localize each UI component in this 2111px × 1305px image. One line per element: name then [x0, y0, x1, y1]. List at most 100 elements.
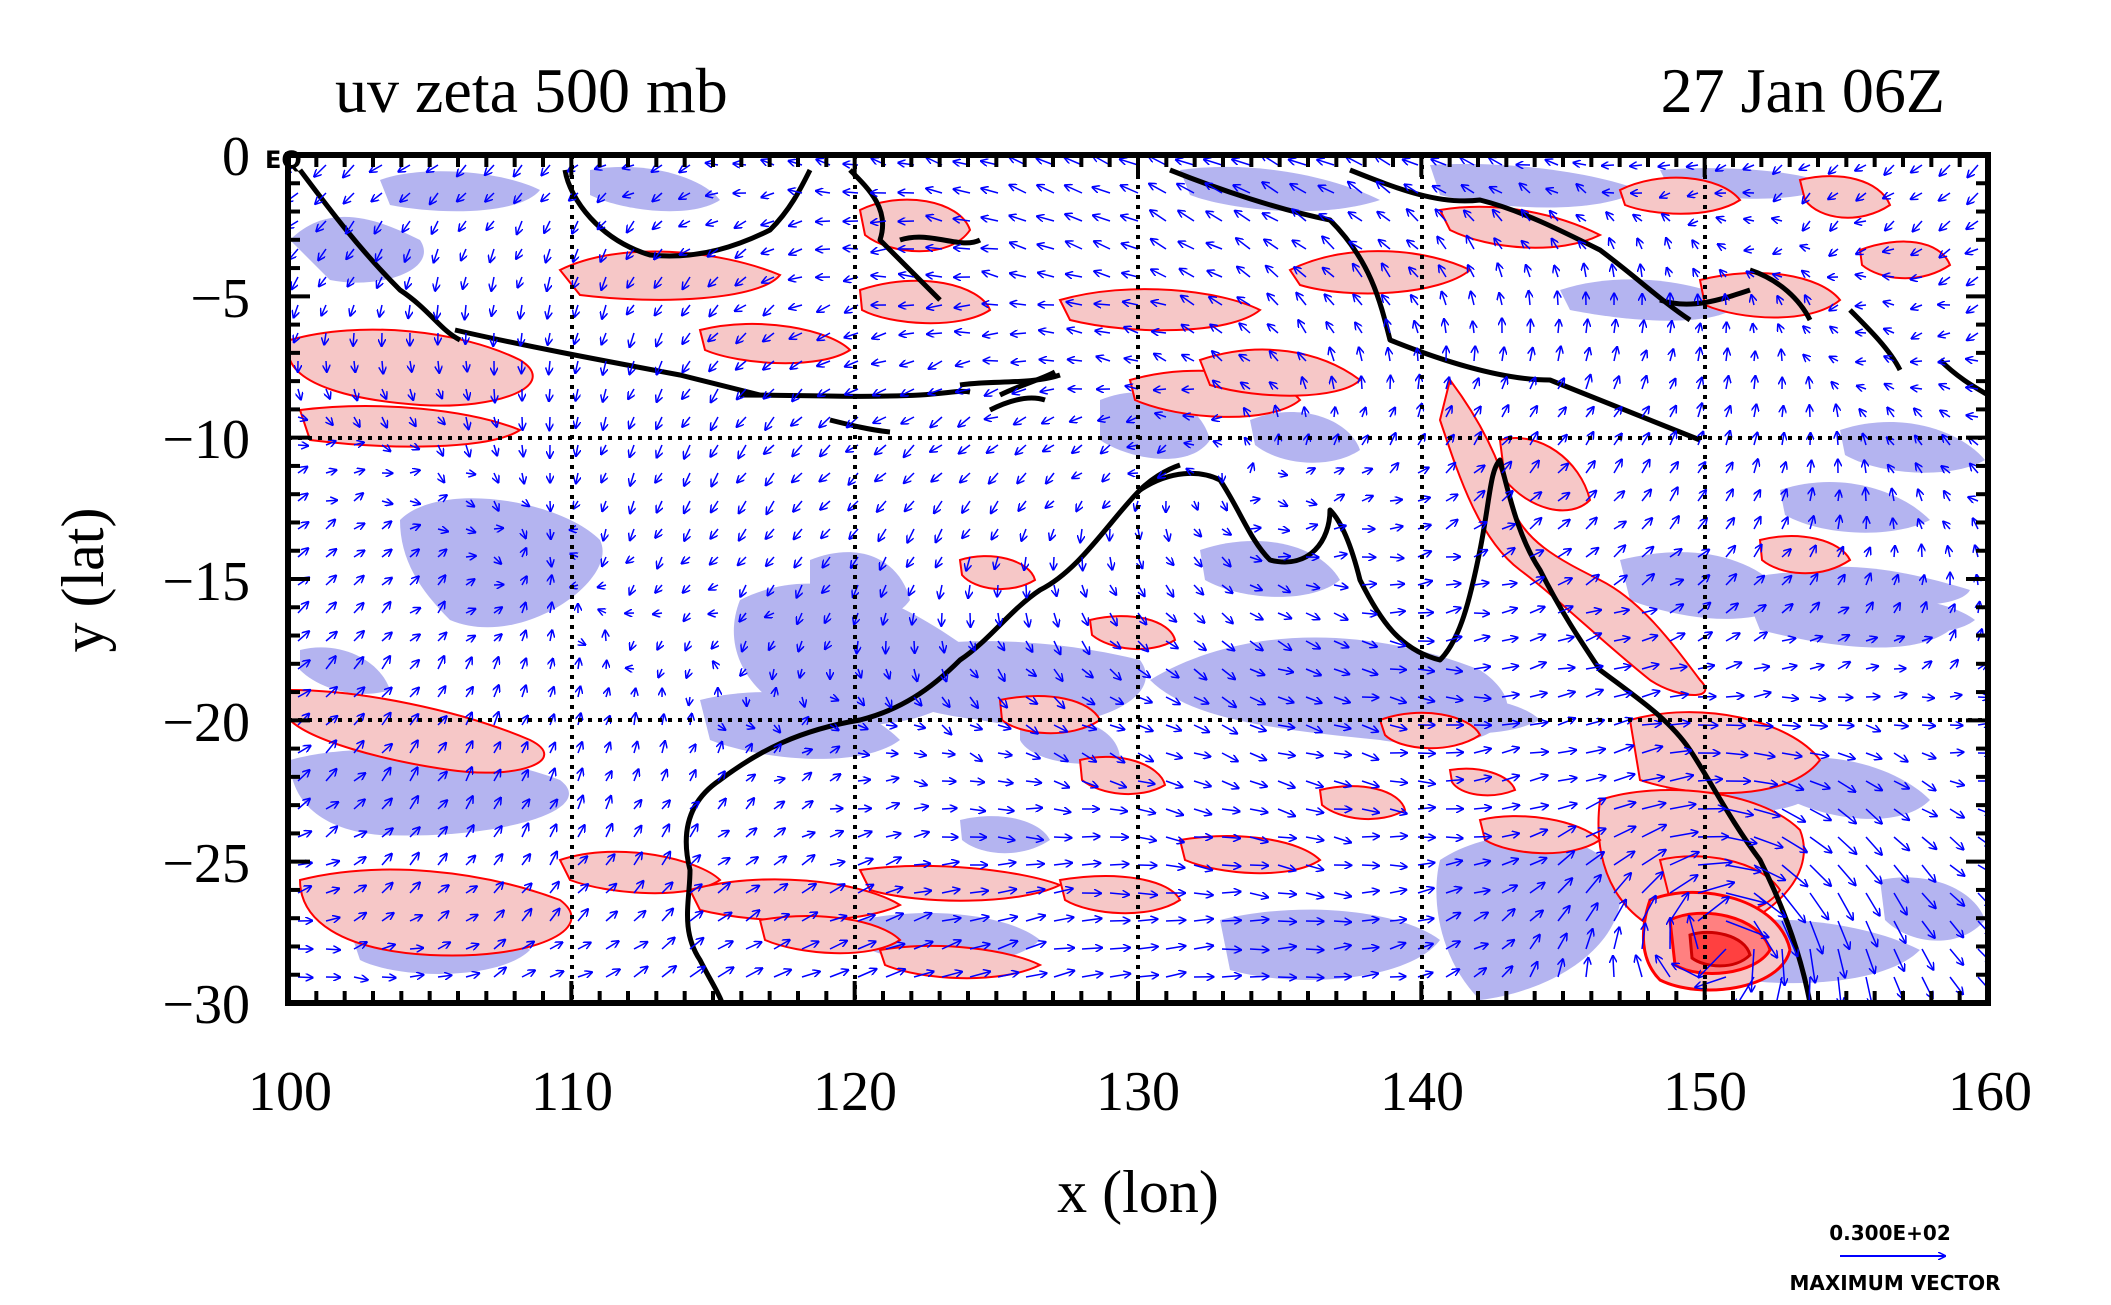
wind-vector [1444, 319, 1446, 334]
wind-vector [985, 417, 999, 419]
wind-vector [1754, 490, 1760, 502]
wind-vector [1093, 187, 1111, 194]
wind-vector [409, 445, 419, 449]
wind-vector [1754, 404, 1756, 418]
wind-vector [1361, 496, 1373, 501]
wind-vector [1417, 349, 1418, 362]
wind-vector [1828, 193, 1839, 199]
wind-vector [1782, 406, 1783, 418]
wind-vector [1967, 332, 1979, 340]
wind-vector [1349, 212, 1363, 222]
wind-vector [1464, 211, 1475, 222]
wind-vector [712, 472, 719, 486]
wind-vector [1803, 326, 1810, 333]
wind-vector [987, 444, 999, 453]
wind-vector [292, 276, 299, 289]
wind-vector [493, 332, 494, 346]
wind-vector [522, 472, 524, 484]
wind-vector [1577, 184, 1587, 194]
wind-vector [576, 416, 578, 428]
wind-vector [1353, 295, 1363, 306]
wind-vector [1019, 500, 1027, 511]
wind-vector [900, 361, 915, 366]
wind-vector [1641, 490, 1651, 502]
wind-vector [627, 276, 635, 288]
wind-vector [550, 500, 551, 511]
wind-vector [1093, 215, 1111, 222]
wind-vector [1726, 376, 1729, 390]
x-tick-label: 110 [531, 1061, 613, 1123]
wind-vector [927, 275, 943, 277]
y-tick-label: 0 [222, 126, 250, 188]
wind-vector [408, 304, 410, 318]
wind-vector [297, 417, 307, 420]
wind-vector [326, 388, 330, 399]
wind-vector [1865, 488, 1866, 502]
wind-vector [1838, 491, 1840, 502]
wind-vector [1333, 469, 1344, 474]
wind-vector [435, 276, 438, 291]
wind-vector [1239, 355, 1251, 361]
wind-vector [656, 332, 662, 346]
wind-vector [1326, 322, 1335, 334]
wind-vectors [288, 155, 1988, 1003]
wind-vector [1829, 305, 1839, 310]
wind-vector [711, 416, 719, 430]
wind-vector [1244, 408, 1250, 418]
wind-vector [1388, 348, 1390, 362]
wind-vector [346, 248, 355, 259]
x-axis-title: x (lon) [1057, 1159, 1219, 1225]
wind-vector [288, 164, 299, 172]
wind-vector [1268, 324, 1279, 334]
wind-vector [761, 193, 775, 197]
wind-vector [1949, 725, 1963, 726]
wind-vector [382, 416, 387, 428]
wind-vector [1613, 434, 1622, 446]
wind-vector [789, 190, 803, 193]
wind-vector [1530, 378, 1535, 390]
wind-vector [1558, 378, 1564, 390]
wind-vector [1180, 269, 1195, 278]
wind-vector [297, 467, 307, 473]
wind-vector [1386, 319, 1390, 334]
wind-vector [1579, 241, 1587, 250]
wind-vector [709, 276, 719, 286]
wind-vector [376, 248, 382, 261]
wind-vector [872, 361, 887, 364]
wind-vector [297, 445, 308, 446]
wind-vector [1498, 263, 1502, 278]
wind-vector [1158, 473, 1167, 478]
wind-vector [1968, 164, 1979, 177]
x-tick-label: 130 [1096, 1061, 1180, 1123]
wind-vector [816, 249, 831, 250]
wind-vector [517, 220, 522, 234]
wind-vector [983, 360, 999, 361]
wind-vector [1966, 220, 1979, 229]
wind-vector [1716, 165, 1727, 171]
wind-vector [1751, 295, 1754, 306]
wind-vector [1353, 264, 1363, 278]
wind-vector [1097, 357, 1111, 362]
wind-vector [871, 249, 887, 252]
wind-vector [1725, 463, 1733, 474]
wind-vector [711, 388, 719, 402]
wind-vector [914, 640, 915, 653]
wind-vector [354, 388, 357, 400]
wind-vector [325, 949, 340, 950]
wind-vector [1151, 270, 1167, 278]
wind-vector [490, 248, 494, 262]
wind-vector [1349, 242, 1363, 250]
wind-vector [1810, 461, 1812, 474]
wind-vector [1777, 296, 1782, 306]
wind-vector [1530, 348, 1533, 362]
wind-vector [465, 529, 475, 532]
wind-vector [1332, 377, 1334, 390]
wind-vector [1414, 321, 1418, 334]
wind-vector [1830, 357, 1839, 361]
wind-vector [491, 276, 494, 291]
wind-vector [601, 472, 606, 482]
wind-vector [382, 360, 383, 374]
wind-vector [982, 217, 999, 221]
wind-vector [1809, 377, 1811, 390]
wind-vector [1293, 241, 1307, 250]
